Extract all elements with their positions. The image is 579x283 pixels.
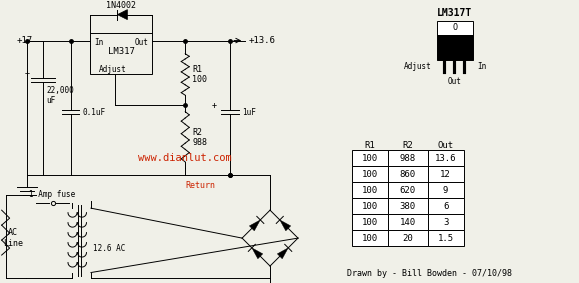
Text: 100: 100 (362, 186, 378, 195)
Bar (388, 198, 428, 214)
Text: +: + (25, 69, 30, 78)
Text: R2
988: R2 988 (192, 128, 207, 147)
Text: 1uF: 1uF (242, 108, 256, 117)
Text: Adjust: Adjust (98, 65, 126, 74)
Bar (388, 150, 428, 166)
Bar (352, 230, 388, 246)
Text: R1: R1 (364, 141, 375, 150)
Text: In: In (478, 63, 487, 72)
Bar (453, 59, 456, 74)
Text: 100: 100 (362, 202, 378, 211)
Text: 100: 100 (362, 233, 378, 243)
Bar (428, 166, 464, 182)
Bar (428, 150, 464, 166)
Text: +: + (212, 101, 217, 110)
Text: 20: 20 (402, 233, 413, 243)
Text: O: O (452, 23, 457, 32)
Bar (463, 59, 466, 74)
Text: 860: 860 (400, 170, 416, 179)
Bar (428, 214, 464, 230)
Text: 100: 100 (362, 154, 378, 163)
Text: 12.6 AC: 12.6 AC (93, 244, 125, 253)
Text: 9: 9 (443, 186, 448, 195)
Text: Adjust: Adjust (404, 63, 432, 72)
Bar (388, 214, 428, 230)
Bar (352, 166, 388, 182)
Bar (352, 214, 388, 230)
Text: AC
Line: AC Line (3, 228, 23, 248)
Polygon shape (252, 248, 263, 259)
Text: Return: Return (185, 181, 215, 190)
Text: 140: 140 (400, 218, 416, 227)
Text: 100: 100 (362, 170, 378, 179)
Text: +17: +17 (17, 36, 33, 45)
Text: Out: Out (438, 141, 454, 150)
Bar (437, 21, 472, 35)
Text: 3: 3 (443, 218, 448, 227)
Bar (388, 230, 428, 246)
Text: 100: 100 (362, 218, 378, 227)
Text: Out: Out (134, 38, 148, 47)
Text: LM317: LM317 (108, 47, 135, 56)
Bar (428, 198, 464, 214)
Text: 1 Amp fuse: 1 Amp fuse (30, 190, 76, 199)
Text: 6: 6 (443, 202, 448, 211)
Bar (352, 182, 388, 198)
Text: 0.1uF: 0.1uF (82, 108, 105, 117)
Text: 12: 12 (440, 170, 451, 179)
Bar (388, 166, 428, 182)
Text: 380: 380 (400, 202, 416, 211)
Bar (428, 182, 464, 198)
Bar (428, 230, 464, 246)
Bar (90, 33, 152, 74)
Text: 1.5: 1.5 (438, 233, 454, 243)
Text: R1
100: R1 100 (192, 65, 207, 84)
Text: LM317T: LM317T (437, 8, 472, 18)
Text: Out: Out (448, 77, 461, 86)
Text: R2: R2 (402, 141, 413, 150)
Text: In: In (94, 38, 104, 47)
Polygon shape (118, 10, 127, 20)
Bar (437, 35, 472, 59)
Polygon shape (280, 220, 291, 231)
Text: 22,000
uF: 22,000 uF (46, 86, 74, 105)
Polygon shape (277, 248, 288, 259)
Polygon shape (250, 220, 261, 231)
Bar (388, 182, 428, 198)
Bar (352, 150, 388, 166)
Text: Drawn by - Bill Bowden - 07/10/98: Drawn by - Bill Bowden - 07/10/98 (347, 269, 512, 278)
Text: 13.6: 13.6 (435, 154, 456, 163)
Bar (443, 59, 446, 74)
Text: www.dianlut.com: www.dianlut.com (138, 153, 232, 163)
Text: 620: 620 (400, 186, 416, 195)
Bar (352, 198, 388, 214)
Text: 988: 988 (400, 154, 416, 163)
Text: +13.6: +13.6 (248, 36, 275, 45)
Text: 1N4002: 1N4002 (107, 1, 137, 10)
